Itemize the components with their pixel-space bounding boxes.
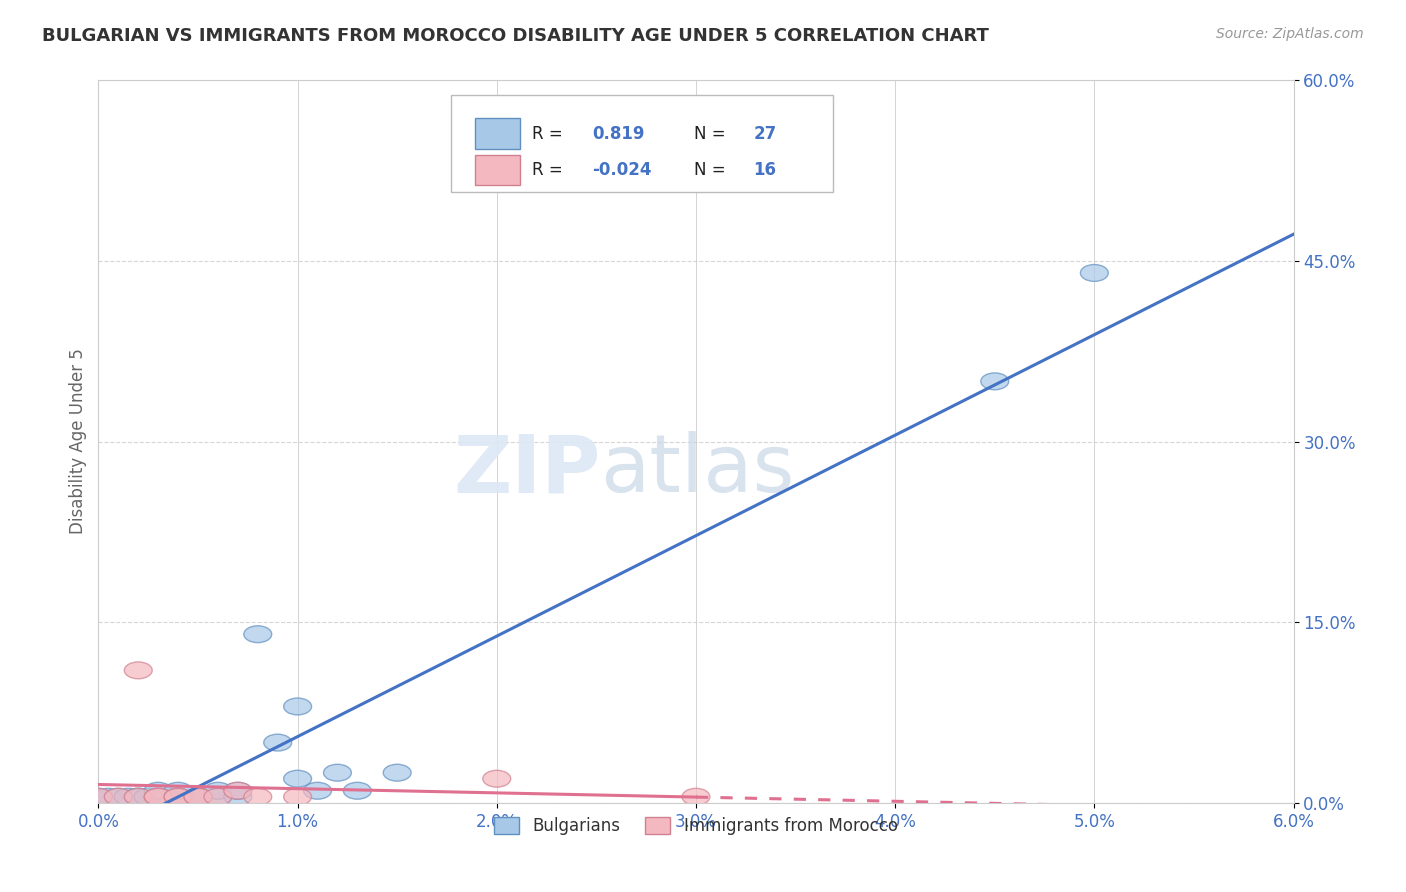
Ellipse shape <box>284 789 312 805</box>
Ellipse shape <box>165 789 193 805</box>
Ellipse shape <box>124 789 152 805</box>
Ellipse shape <box>323 764 352 781</box>
Ellipse shape <box>482 771 510 787</box>
Legend: Bulgarians, Immigrants from Morocco: Bulgarians, Immigrants from Morocco <box>488 810 904 841</box>
Ellipse shape <box>124 789 152 805</box>
Ellipse shape <box>94 789 122 805</box>
Ellipse shape <box>145 789 172 805</box>
Ellipse shape <box>384 764 411 781</box>
Ellipse shape <box>114 789 142 805</box>
Text: 16: 16 <box>754 161 776 179</box>
Text: atlas: atlas <box>600 432 794 509</box>
Ellipse shape <box>204 782 232 799</box>
Ellipse shape <box>145 789 172 805</box>
Ellipse shape <box>184 789 212 805</box>
FancyBboxPatch shape <box>475 119 520 149</box>
Ellipse shape <box>343 782 371 799</box>
Ellipse shape <box>145 789 172 805</box>
FancyBboxPatch shape <box>475 155 520 186</box>
Text: BULGARIAN VS IMMIGRANTS FROM MOROCCO DISABILITY AGE UNDER 5 CORRELATION CHART: BULGARIAN VS IMMIGRANTS FROM MOROCCO DIS… <box>42 27 988 45</box>
Ellipse shape <box>165 789 193 805</box>
Ellipse shape <box>224 782 252 799</box>
Ellipse shape <box>224 782 252 799</box>
Ellipse shape <box>135 789 162 805</box>
Ellipse shape <box>204 789 232 805</box>
Ellipse shape <box>165 789 193 805</box>
Ellipse shape <box>84 789 112 805</box>
Y-axis label: Disability Age Under 5: Disability Age Under 5 <box>69 349 87 534</box>
Ellipse shape <box>145 782 172 799</box>
Ellipse shape <box>104 789 132 805</box>
Ellipse shape <box>243 626 271 642</box>
Text: 0.819: 0.819 <box>592 125 644 143</box>
Ellipse shape <box>284 698 312 714</box>
Ellipse shape <box>124 662 152 679</box>
Ellipse shape <box>304 782 332 799</box>
Ellipse shape <box>204 789 232 805</box>
Ellipse shape <box>184 789 212 805</box>
Ellipse shape <box>104 789 132 805</box>
Text: 27: 27 <box>754 125 776 143</box>
Ellipse shape <box>84 789 112 805</box>
Ellipse shape <box>184 789 212 805</box>
Ellipse shape <box>981 373 1008 390</box>
Text: Source: ZipAtlas.com: Source: ZipAtlas.com <box>1216 27 1364 41</box>
Ellipse shape <box>224 789 252 805</box>
Text: N =: N = <box>693 125 725 143</box>
Text: R =: R = <box>533 125 562 143</box>
Ellipse shape <box>1080 265 1108 281</box>
Ellipse shape <box>124 789 152 805</box>
Text: R =: R = <box>533 161 562 179</box>
Text: ZIP: ZIP <box>453 432 600 509</box>
Ellipse shape <box>264 734 291 751</box>
Text: N =: N = <box>693 161 725 179</box>
FancyBboxPatch shape <box>451 95 834 193</box>
Text: -0.024: -0.024 <box>592 161 651 179</box>
Ellipse shape <box>682 789 710 805</box>
Ellipse shape <box>243 789 271 805</box>
Ellipse shape <box>184 789 212 805</box>
Ellipse shape <box>284 771 312 787</box>
Ellipse shape <box>165 782 193 799</box>
